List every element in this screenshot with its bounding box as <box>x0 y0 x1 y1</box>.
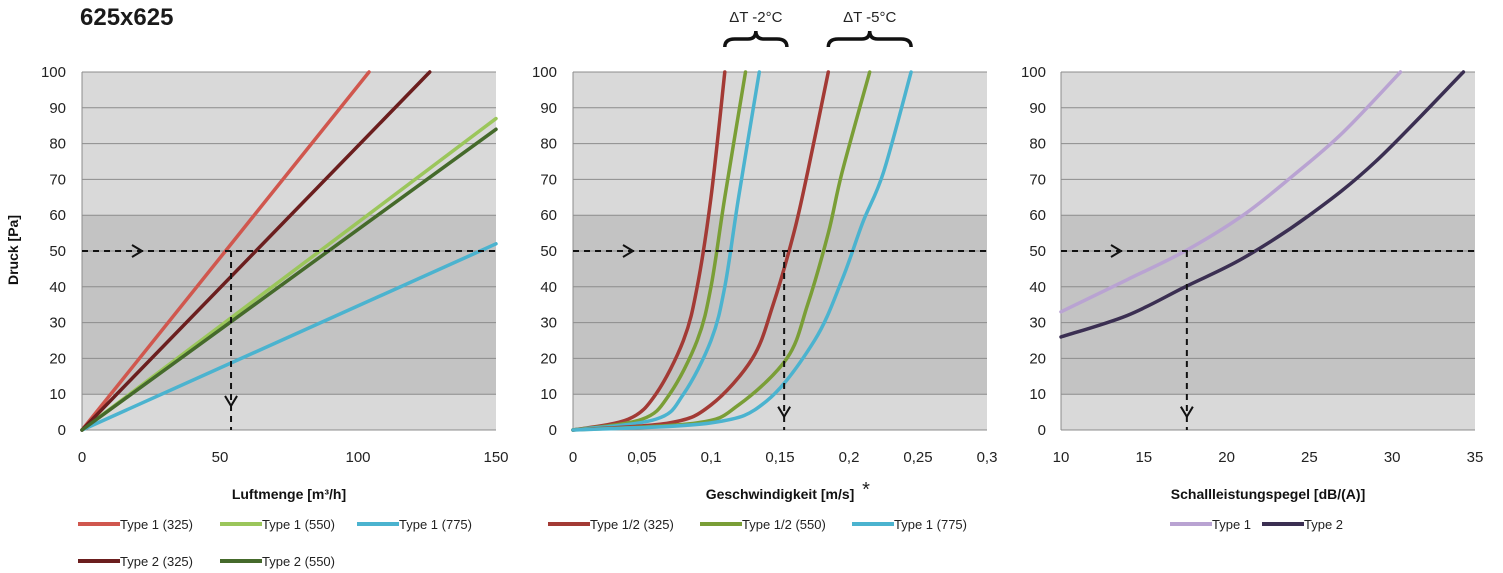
x-tick-label: 10 <box>1053 449 1070 466</box>
shaded-band <box>82 215 496 395</box>
x-tick-label: 0,2 <box>839 449 860 466</box>
y-tick-label: 30 <box>1029 315 1046 332</box>
x-tick-label: 15 <box>1135 449 1152 466</box>
series-line <box>571 70 831 432</box>
guide-arrow-right <box>1110 244 1123 258</box>
y-axis-label: Druck [Pa] <box>5 215 21 285</box>
y-tick-label: 40 <box>1029 279 1046 296</box>
y-tick-label: 30 <box>540 315 557 332</box>
delta-t-label: ΔT -2°C <box>729 9 782 26</box>
y-tick-label: 80 <box>1029 136 1046 153</box>
legend-label: Type 1/2 (325) <box>590 517 674 532</box>
y-tick-label: 0 <box>1038 422 1046 439</box>
y-tick-label: 50 <box>1029 243 1046 260</box>
x-tick-label: 0,15 <box>765 449 794 466</box>
y-tick-label: 60 <box>540 207 557 224</box>
series-line <box>80 70 432 432</box>
x-tick-label: 25 <box>1301 449 1318 466</box>
legend-label: Type 1/2 (550) <box>742 517 826 532</box>
y-tick-label: 0 <box>58 422 66 439</box>
series-line <box>80 242 498 432</box>
y-tick-label: 70 <box>540 171 557 188</box>
series-line <box>80 127 498 432</box>
legend-label: Type 2 <box>1304 517 1343 532</box>
chart-velocity: 0 10 20 30 40 50 60 70 80 90 100 0 0,05 0,1 0,15 0,2 0,2… <box>532 9 997 532</box>
delta-t-bracket <box>826 30 913 48</box>
series-line <box>1059 70 1466 339</box>
y-tick-label: 60 <box>49 207 66 224</box>
legend-label: Type 2 (325) <box>120 554 193 569</box>
legend-label: Type 1 <box>1212 517 1251 532</box>
delta-t-label: ΔT -5°C <box>843 9 896 26</box>
guide-arrow-down <box>777 406 791 419</box>
legend-label: Type 1 (775) <box>399 517 472 532</box>
y-tick-label: 80 <box>49 136 66 153</box>
y-tick-label: 20 <box>49 350 66 367</box>
x-tick-label: 0,25 <box>903 449 932 466</box>
y-tick-label: 60 <box>1029 207 1046 224</box>
y-tick-label: 20 <box>1029 350 1046 367</box>
y-tick-label: 70 <box>49 171 66 188</box>
legend-label: Type 1 (325) <box>120 517 193 532</box>
x-tick-label: 30 <box>1384 449 1401 466</box>
shaded-band <box>573 215 987 395</box>
asterisk-note: * <box>862 479 870 501</box>
guide-arrow-down <box>224 395 238 408</box>
chart-sound-power: 0 10 20 30 40 50 60 70 80 90 100 10 15 20 25 30 35 Schall… <box>1021 64 1483 532</box>
x-tick-label: 150 <box>483 449 508 466</box>
legend-label: Type 1 (550) <box>262 517 335 532</box>
guide-arrow-right <box>131 244 144 258</box>
y-tick-label: 30 <box>49 315 66 332</box>
series-line <box>571 70 748 432</box>
y-tick-label: 50 <box>49 243 66 260</box>
y-tick-label: 80 <box>540 136 557 153</box>
guide-arrow-right <box>622 244 635 258</box>
legend-label: Type 2 (550) <box>262 554 335 569</box>
y-tick-label: 90 <box>1029 100 1046 117</box>
y-tick-label: 90 <box>49 100 66 117</box>
x-axis-label: Schallleistungspegel [dB/(A)] <box>1171 486 1365 502</box>
page-title: 625x625 <box>80 4 174 31</box>
y-tick-label: 10 <box>540 386 557 403</box>
y-tick-label: 10 <box>49 386 66 403</box>
x-axis-label: Luftmenge [m³/h] <box>232 486 346 502</box>
x-tick-label: 0,3 <box>977 449 998 466</box>
y-tick-label: 10 <box>1029 386 1046 403</box>
series-line <box>571 70 762 432</box>
guide-arrow-down <box>1180 406 1194 419</box>
x-tick-label: 0 <box>78 449 86 466</box>
y-tick-label: 20 <box>540 350 557 367</box>
x-tick-label: 0,1 <box>701 449 722 466</box>
series-line <box>571 70 913 432</box>
y-tick-label: 90 <box>540 100 557 117</box>
y-tick-label: 40 <box>540 279 557 296</box>
x-tick-label: 0 <box>569 449 577 466</box>
y-tick-label: 40 <box>49 279 66 296</box>
y-tick-label: 100 <box>532 64 557 81</box>
x-tick-label: 100 <box>345 449 370 466</box>
delta-t-bracket <box>723 30 789 48</box>
y-tick-label: 100 <box>41 64 66 81</box>
y-tick-label: 70 <box>1029 171 1046 188</box>
x-tick-label: 50 <box>212 449 229 466</box>
series-line <box>1059 70 1403 314</box>
chart-airflow: 0 10 20 30 40 50 60 70 80 90 100 0 50 100 150 Luftmenge… <box>41 64 509 569</box>
y-tick-label: 100 <box>1021 64 1046 81</box>
x-axis-label: Geschwindigkeit [m/s] <box>706 486 855 502</box>
x-tick-label: 20 <box>1218 449 1235 466</box>
series-line <box>571 70 727 432</box>
x-tick-label: 35 <box>1467 449 1484 466</box>
y-tick-label: 0 <box>549 422 557 439</box>
y-tick-label: 50 <box>540 243 557 260</box>
legend-label: Type 1 (775) <box>894 517 967 532</box>
x-tick-label: 0,05 <box>627 449 656 466</box>
